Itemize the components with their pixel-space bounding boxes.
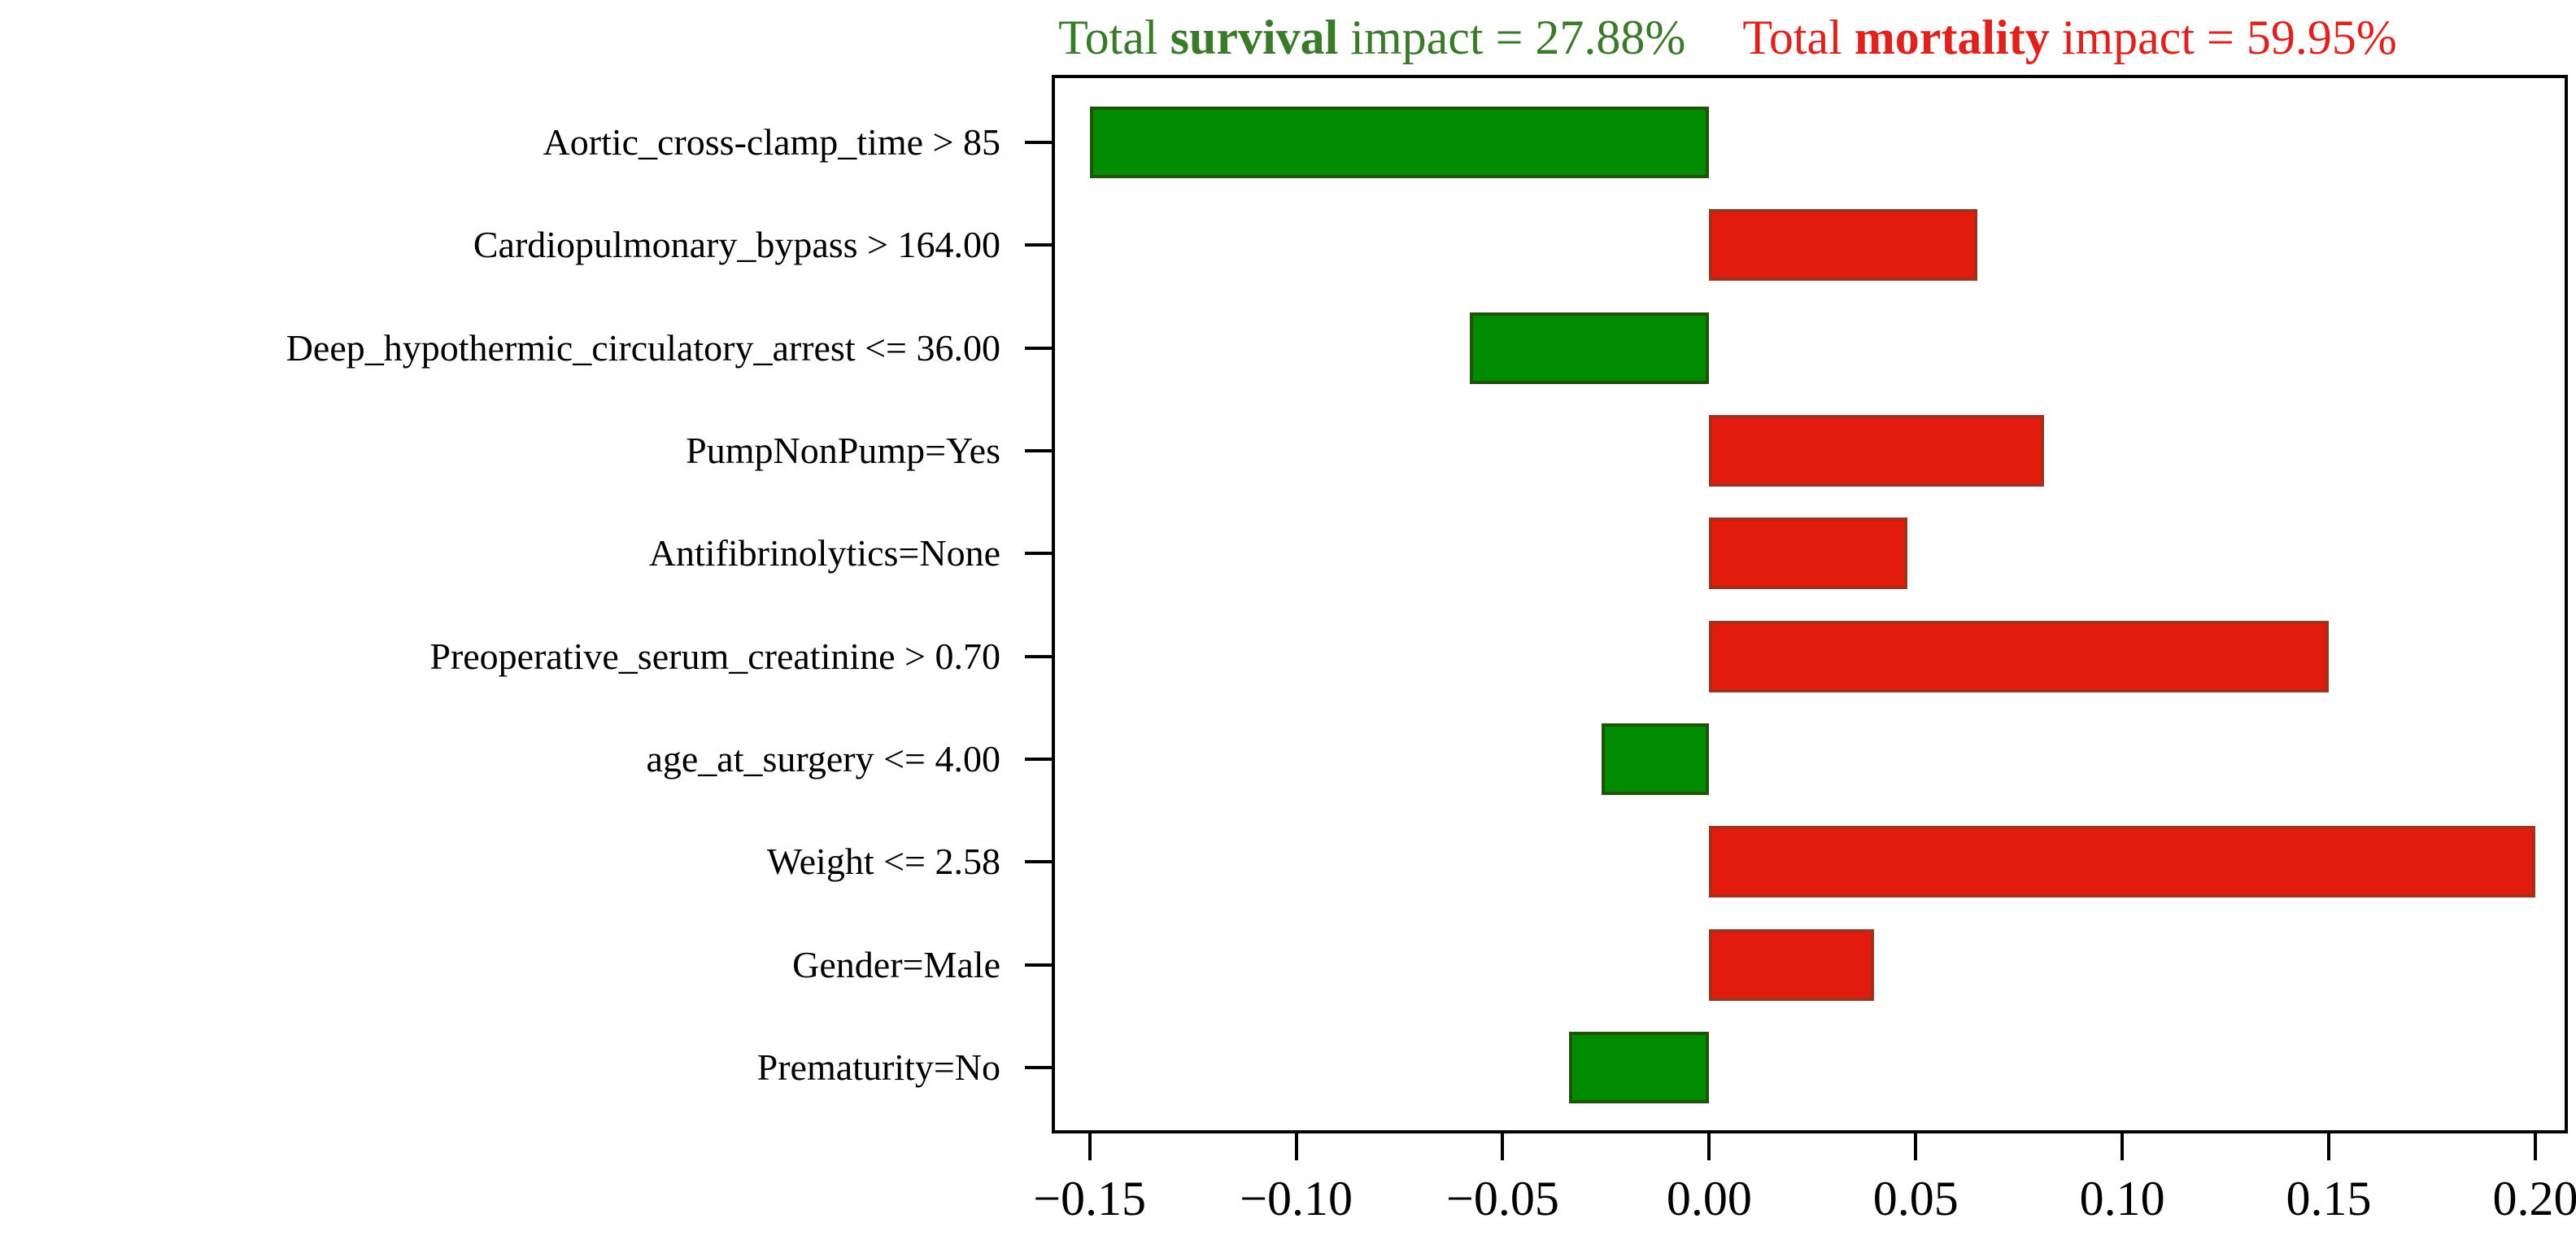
plot-area [1025, 75, 2568, 1133]
category-label-4: Antifibrinolytics=None [648, 532, 1000, 574]
y-axis-labels: Aortic_cross-clamp_time > 85 Cardiopulmon… [0, 0, 1000, 1236]
x-tick-label-1: −0.10 [1240, 1172, 1353, 1225]
y-tick-9 [1025, 1065, 1052, 1069]
mortality-impact-title: Total mortality impact = 59.95% [1742, 5, 2396, 70]
x-tick-5 [2121, 1133, 2125, 1160]
chart-title: Total survival impact = 27.88% Total mor… [1058, 5, 2397, 70]
x-tick-4 [1914, 1133, 1918, 1160]
category-label-0: Aortic_cross-clamp_time > 85 [543, 121, 1000, 163]
x-tick-0 [1087, 1133, 1092, 1160]
category-label-9: Prematurity=No [756, 1046, 1000, 1088]
x-tick-label-6: 0.15 [2286, 1172, 2372, 1225]
x-tick-3 [1707, 1133, 1711, 1160]
y-tick-8 [1025, 963, 1052, 967]
category-label-3: PumpNonPump=Yes [686, 429, 1000, 471]
y-tick-4 [1025, 552, 1052, 556]
survival-title-word: survival [1170, 11, 1339, 64]
category-label-5: Preoperative_serum_creatinine > 0.70 [429, 635, 1000, 677]
survival-bar-2 [1469, 312, 1710, 384]
mortality-bar-1 [1709, 209, 1978, 282]
y-tick-0 [1025, 141, 1052, 144]
y-tick-2 [1025, 346, 1052, 350]
y-tick-1 [1025, 243, 1052, 247]
x-tick-1 [1294, 1133, 1298, 1160]
mortality-bar-7 [1709, 826, 2535, 898]
survival-title-suffix: impact = 27.88% [1338, 11, 1686, 64]
x-tick-6 [2327, 1133, 2331, 1160]
mortality-bar-8 [1709, 928, 1875, 1001]
x-tick-label-7: 0.20 [2492, 1172, 2576, 1225]
mortality-title-suffix: impact = 59.95% [2049, 11, 2397, 64]
x-tick-label-0: −0.15 [1033, 1172, 1147, 1225]
survival-title-prefix: Total [1058, 11, 1170, 64]
y-tick-3 [1025, 448, 1052, 452]
category-label-2: Deep_hypothermic_circulatory_arrest <= 3… [285, 326, 1000, 369]
x-tick-label-2: −0.05 [1446, 1172, 1559, 1225]
category-label-6: age_at_surgery <= 4.00 [646, 737, 1000, 780]
category-label-8: Gender=Male [792, 943, 1000, 985]
mortality-bar-3 [1709, 414, 2044, 487]
mortality-title-word: mortality [1854, 11, 2050, 64]
x-tick-2 [1501, 1133, 1505, 1160]
survival-bar-0 [1089, 107, 1710, 178]
survival-impact-title: Total survival impact = 27.88% [1058, 5, 1685, 70]
mortality-bar-5 [1709, 620, 2330, 692]
mortality-title-prefix: Total [1742, 11, 1855, 64]
survival-bar-9 [1568, 1031, 1710, 1103]
y-tick-6 [1025, 757, 1052, 761]
x-tick-label-4: 0.05 [1872, 1172, 1959, 1225]
x-tick-label-5: 0.10 [2079, 1172, 2165, 1225]
y-tick-5 [1025, 654, 1052, 658]
category-label-7: Weight <= 2.58 [766, 841, 1000, 883]
mortality-bar-4 [1709, 518, 1908, 590]
y-tick-7 [1025, 860, 1052, 864]
survival-bar-6 [1602, 723, 1710, 795]
x-tick-7 [2533, 1133, 2537, 1160]
x-tick-label-3: 0.00 [1666, 1172, 1752, 1225]
category-label-1: Cardiopulmonary_bypass > 164.00 [473, 224, 1000, 266]
